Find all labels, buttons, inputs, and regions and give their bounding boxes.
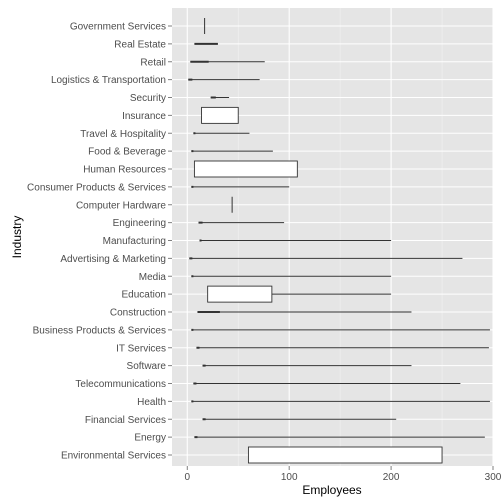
y-tick-label: IT Services (116, 343, 166, 354)
y-tick-label: Health (137, 397, 166, 408)
x-tick-label: 0 (185, 472, 191, 483)
y-tick-label: Logistics & Transportation (51, 75, 166, 86)
y-tick-label: Environmental Services (61, 451, 166, 462)
box-education (207, 285, 392, 303)
box-marks (188, 18, 490, 464)
y-tick-label: Education (122, 290, 166, 301)
box-environmental-services (247, 446, 443, 464)
y-tick-label: Business Products & Services (33, 325, 166, 336)
y-tick-label: Computer Hardware (76, 200, 166, 211)
x-tick-labels: 0 100 200 300 (185, 466, 502, 483)
x-axis-title: Employees (302, 483, 361, 497)
box-insurance (201, 106, 239, 124)
y-tick-label: Food & Beverage (88, 147, 166, 158)
y-tick-label: Advertising & Marketing (60, 254, 166, 265)
y-tick-label: Financial Services (85, 415, 166, 426)
y-tick-label: Telecommunications (75, 379, 166, 390)
iqr-box (247, 446, 443, 464)
iqr-box (193, 160, 298, 178)
iqr-box (201, 106, 239, 124)
x-tick-label: 300 (485, 472, 502, 483)
box-human-resources (193, 160, 298, 178)
y-tick-label: Energy (134, 433, 166, 444)
y-axis-title: Industry (10, 216, 24, 259)
y-tick-label: Software (127, 361, 167, 372)
y-tick-label: Engineering (113, 218, 166, 229)
iqr-box (207, 285, 273, 303)
y-tick-label: Construction (110, 308, 166, 319)
y-tick-label: Real Estate (114, 39, 166, 50)
x-tick-label: 100 (281, 472, 298, 483)
x-tick-label: 200 (383, 472, 400, 483)
plot-panel (172, 8, 493, 466)
y-tick-label: Human Resources (83, 165, 166, 176)
y-tick-label: Insurance (122, 111, 166, 122)
y-tick-label: Manufacturing (103, 236, 166, 247)
y-tick-label: Media (139, 272, 167, 283)
y-tick-label: Travel & Hospitality (80, 129, 166, 140)
y-tick-label: Retail (140, 57, 166, 68)
y-tick-label: Security (130, 93, 166, 104)
y-tick-label: Consumer Products & Services (27, 182, 166, 193)
y-tick-label: Government Services (70, 22, 166, 33)
y-tick-labels: Government Services Real Estate Retail Logi… (27, 22, 172, 462)
